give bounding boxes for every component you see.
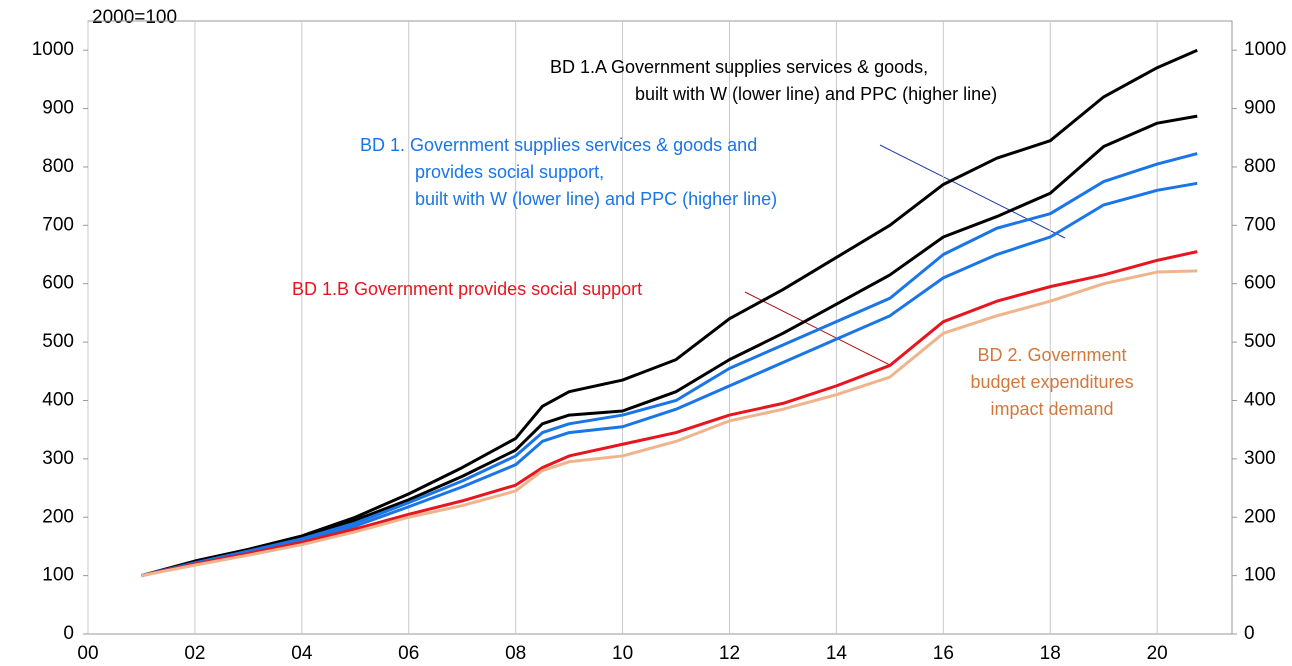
y2-tick-label: 500 [1244, 331, 1276, 352]
annotation: built with W (lower line) and PPC (highe… [635, 84, 997, 104]
annotation: provides social support, [415, 162, 604, 182]
y2-tick-label: 300 [1244, 448, 1276, 469]
y-tick-label: 1000 [32, 39, 74, 60]
annotation: BD 2. Government [977, 345, 1126, 365]
y-tick-label: 200 [42, 506, 74, 527]
series-line [141, 250, 1198, 578]
series-line [141, 114, 1198, 578]
annotation: BD 1. Government supplies services & goo… [360, 135, 757, 155]
annotation: budget expenditures [970, 372, 1133, 392]
x-tick-label: 08 [505, 643, 526, 664]
series-line [141, 152, 1198, 578]
leader-line [879, 144, 1066, 239]
annotation: impact demand [990, 399, 1113, 419]
y2-tick-label: 0 [1244, 623, 1255, 644]
x-tick-label: 06 [398, 643, 419, 664]
y-tick-label: 100 [42, 565, 74, 586]
y2-tick-label: 1000 [1244, 39, 1286, 60]
y-tick-label: 700 [42, 214, 74, 235]
y-tick-label: 400 [42, 389, 74, 410]
y2-tick-label: 200 [1244, 506, 1276, 527]
x-tick-label: 12 [719, 643, 740, 664]
annotation: BD 1.A Government supplies services & go… [550, 57, 928, 77]
x-tick-label: 00 [77, 643, 98, 664]
x-tick-label: 18 [1040, 643, 1061, 664]
y-tick-label: 600 [42, 273, 74, 294]
y2-tick-label: 800 [1244, 156, 1276, 177]
chart-subtitle: 2000=100 [92, 7, 177, 28]
y2-tick-label: 400 [1244, 389, 1276, 410]
x-tick-label: 10 [612, 643, 633, 664]
y-tick-label: 800 [42, 156, 74, 177]
x-tick-label: 14 [826, 643, 848, 664]
x-tick-label: 04 [291, 643, 313, 664]
annotation: BD 1.B Government provides social suppor… [292, 279, 642, 299]
y-tick-label: 500 [42, 331, 74, 352]
plot-frame [87, 20, 1233, 635]
y-tick-label: 300 [42, 448, 74, 469]
x-tick-label: 20 [1147, 643, 1168, 664]
y2-tick-label: 700 [1244, 214, 1276, 235]
y2-tick-label: 100 [1244, 565, 1276, 586]
x-tick-label: 02 [184, 643, 205, 664]
y-tick-label: 900 [42, 98, 74, 119]
y-tick-label: 0 [63, 623, 74, 644]
annotation: built with W (lower line) and PPC (highe… [415, 189, 777, 209]
series-line [141, 48, 1198, 578]
y2-tick-label: 600 [1244, 273, 1276, 294]
y2-tick-label: 900 [1244, 98, 1276, 119]
series-line [141, 269, 1198, 578]
series-line [141, 181, 1198, 578]
x-tick-label: 16 [933, 643, 954, 664]
